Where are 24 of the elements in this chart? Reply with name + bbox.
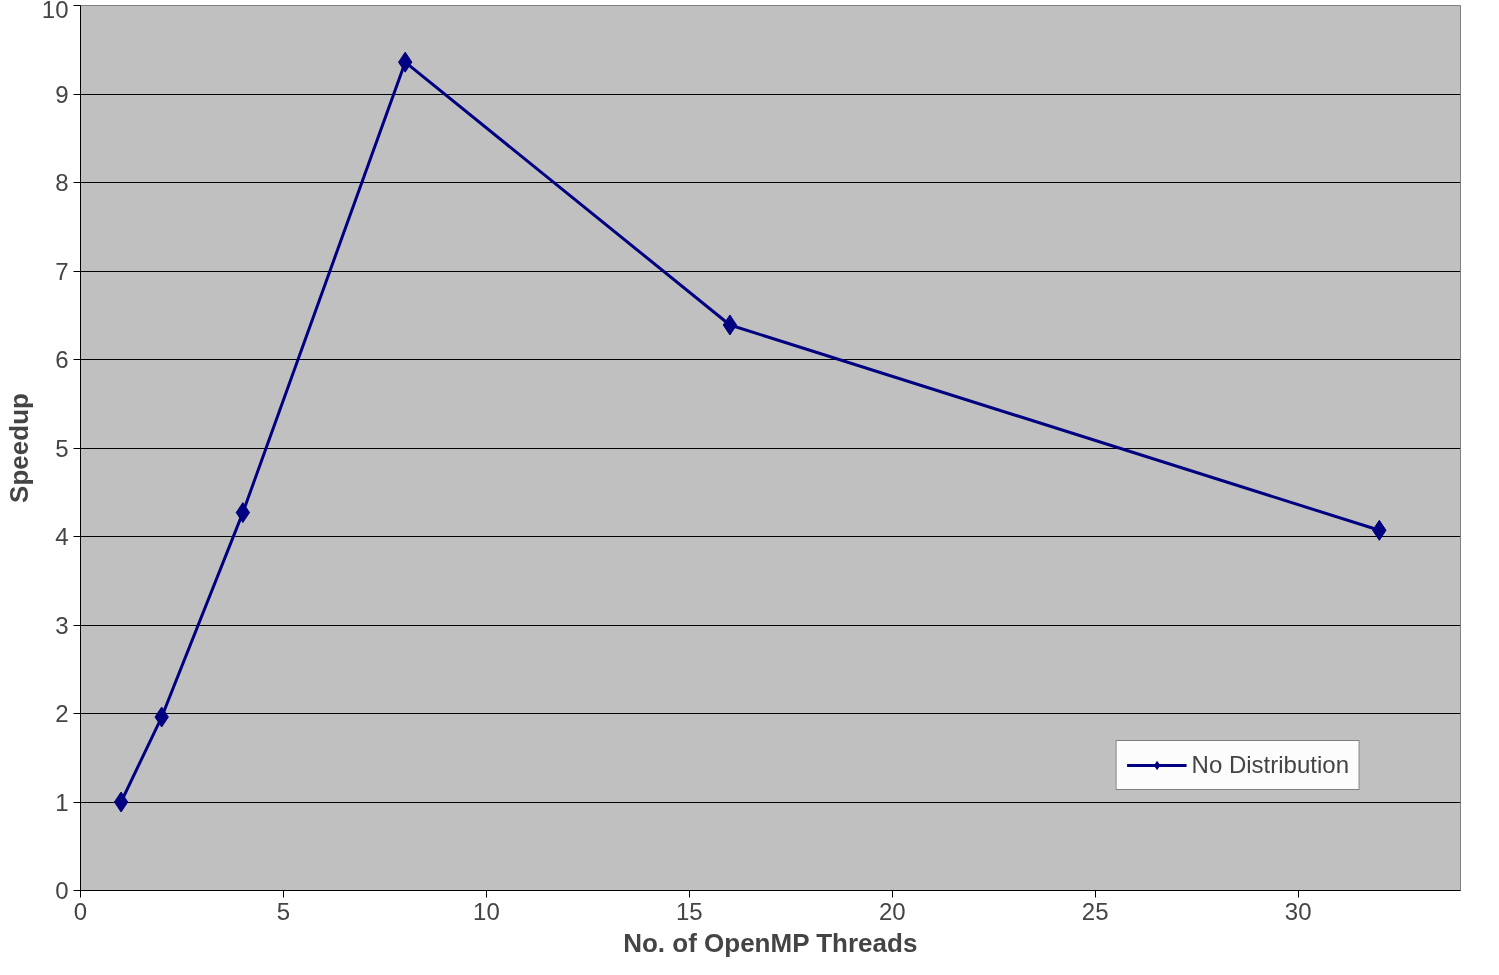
y-tick-label: 6: [55, 346, 69, 373]
y-tick-label: 3: [55, 611, 69, 639]
point: [235, 502, 251, 524]
y-tick-label: 9: [55, 80, 69, 108]
x-tick-label: 20: [878, 897, 906, 925]
y-tick-label: 10: [41, 0, 69, 23]
x-tick-label: 5: [276, 897, 291, 925]
x-tick-label: 10: [473, 897, 500, 925]
y-tick-label: 7: [55, 257, 69, 285]
x-tick-label: 25: [1081, 897, 1109, 925]
x-tick-label: 0: [73, 897, 88, 925]
y-axis-title: Speedup: [3, 393, 34, 503]
x-tick-label: 15: [675, 897, 703, 925]
legend-label: No Distribution: [1191, 751, 1349, 779]
y-tick-label: 8: [55, 169, 69, 196]
point: [722, 314, 738, 336]
x-axis-title: No. of OpenMP Threads: [623, 927, 918, 958]
y-tick-label: 4: [55, 523, 69, 550]
y-tick-label: 0: [55, 877, 69, 904]
y-tick-label: 5: [55, 434, 69, 462]
point: [113, 791, 129, 813]
y-tick-label: 1: [55, 788, 69, 816]
x-tick-label: 30: [1284, 897, 1312, 925]
y-tick-label: 2: [55, 700, 69, 727]
